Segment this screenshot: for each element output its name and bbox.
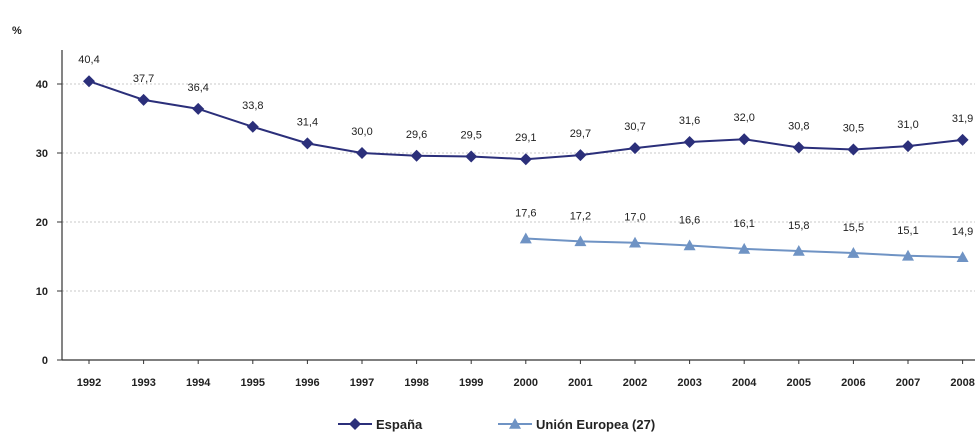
data-label: 31,4 (297, 116, 318, 128)
x-tick-label: 2004 (732, 377, 757, 389)
data-point (574, 149, 587, 162)
x-tick-label: 1997 (350, 377, 374, 389)
x-tick-label: 1999 (459, 377, 483, 389)
data-point (792, 141, 805, 154)
x-tick-label: 2002 (623, 377, 647, 389)
x-tick-label: 2000 (514, 377, 538, 389)
data-point (629, 142, 641, 155)
series-group: 40,4 37,7 36,4 33,8 31,4 30,0 29,6 29,5 29,1 29,7… (78, 54, 973, 262)
series-line (88, 80, 963, 161)
data-point (792, 244, 805, 256)
series-union-europea: 17,6 17,2 17,0 16,6 16,1 15,8 15,5 15,1 14,9 (515, 208, 973, 262)
x-tick-label: 1992 (77, 377, 101, 389)
data-label: 16,6 (679, 214, 700, 226)
legend-label: España (376, 417, 423, 432)
x-tick-label: 1996 (295, 377, 319, 389)
data-point (629, 236, 641, 248)
data-label: 16,1 (733, 218, 754, 230)
x-tick-label: 2008 (950, 377, 974, 389)
series-espana: 40,4 37,7 36,4 33,8 31,4 30,0 29,6 29,5 29,1 29,7… (78, 54, 973, 166)
data-point (683, 135, 696, 148)
data-label: 36,4 (187, 82, 208, 94)
gridlines (62, 83, 975, 292)
data-label: 31,9 (952, 113, 973, 125)
data-point (519, 232, 532, 244)
x-tick-label: 1998 (404, 377, 428, 389)
data-label: 17,0 (624, 212, 645, 224)
data-point (356, 147, 368, 159)
data-point (902, 140, 914, 153)
x-tick-label: 2006 (841, 377, 865, 389)
data-label: 30,7 (624, 121, 645, 133)
x-tick-label: 1994 (186, 377, 211, 389)
data-point (902, 249, 914, 261)
data-label: 15,5 (843, 222, 864, 234)
data-point (192, 102, 205, 115)
legend-label: Unión Europea (27) (536, 417, 655, 432)
data-point (847, 143, 860, 156)
y-axis-unit-label: % (12, 25, 22, 37)
data-label: 37,7 (133, 73, 154, 85)
data-point (574, 235, 587, 247)
data-label: 29,7 (570, 128, 591, 140)
y-tick-label: 0 (42, 355, 48, 367)
y-tick-label: 30 (36, 148, 48, 160)
data-label: 30,5 (843, 123, 864, 135)
data-point (509, 418, 521, 429)
data-label: 33,8 (242, 100, 263, 112)
data-label: 32,0 (733, 112, 754, 124)
data-point (738, 242, 751, 254)
data-point (349, 418, 361, 430)
data-point (956, 133, 969, 146)
x-tick-label: 2003 (677, 377, 701, 389)
data-label: 17,2 (570, 210, 591, 222)
data-label: 30,8 (788, 120, 809, 132)
data-label: 31,6 (679, 115, 700, 127)
data-label: 15,8 (788, 220, 809, 232)
legend: España Unión Europea (27) (338, 417, 655, 432)
data-point (410, 149, 423, 162)
y-tick-label: 10 (36, 286, 48, 298)
data-label: 14,9 (952, 226, 973, 238)
data-point (137, 93, 150, 106)
x-tick-label: 1995 (241, 377, 265, 389)
data-point (956, 251, 969, 262)
data-point (246, 120, 259, 133)
y-tick-label: 40 (36, 79, 48, 91)
data-label: 40,4 (78, 54, 99, 66)
x-tick-label: 2007 (896, 377, 920, 389)
data-label: 29,1 (515, 132, 536, 144)
axes (61, 50, 975, 361)
data-point (519, 153, 532, 166)
data-label: 30,0 (351, 126, 372, 138)
legend-item-espana: España (338, 417, 423, 432)
x-axis-ticks: 1992 1993 1994 1995 1996 1997 1998 1999 2000 2001… (77, 360, 975, 389)
data-label: 31,0 (897, 119, 918, 131)
y-axis-ticks: 0 10 20 30 40 (36, 79, 62, 367)
data-point (83, 75, 95, 88)
x-tick-label: 2001 (568, 377, 592, 389)
data-point (738, 133, 751, 146)
y-tick-label: 20 (36, 217, 48, 229)
legend-item-union-europea: Unión Europea (27) (498, 417, 655, 432)
data-label: 29,6 (406, 129, 427, 141)
data-point (301, 137, 314, 150)
x-tick-label: 1993 (131, 377, 155, 389)
data-point (465, 150, 478, 163)
data-label: 17,6 (515, 208, 536, 220)
data-point (683, 239, 696, 251)
data-label: 15,1 (897, 225, 918, 237)
x-tick-label: 2005 (787, 377, 811, 389)
data-label: 29,5 (460, 129, 481, 141)
data-point (847, 247, 860, 258)
